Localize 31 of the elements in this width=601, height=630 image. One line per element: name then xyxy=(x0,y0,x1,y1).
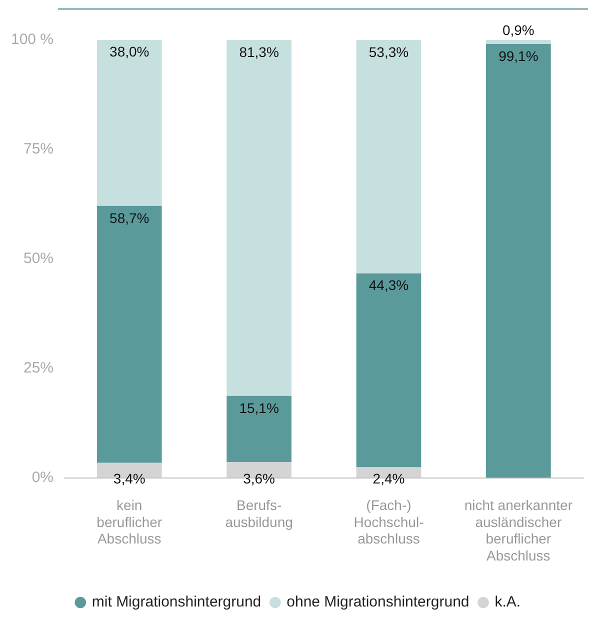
bar xyxy=(226,40,292,396)
x-tick-label: Berufs- ausbildung xyxy=(225,497,293,530)
y-tick-label: 50% xyxy=(24,250,54,268)
bar xyxy=(96,40,162,206)
x-tick-label: nicht anerkannter ausländischer beruflicher Abschluss xyxy=(464,497,573,564)
y-tick-label: 25% xyxy=(24,359,54,376)
data-label: 58,7% xyxy=(110,210,150,226)
data-label: 2,4% xyxy=(372,470,405,487)
legend-label: k.A. xyxy=(494,594,521,611)
data-label: 53,3% xyxy=(368,44,409,60)
y-tick-label: 75% xyxy=(24,140,54,158)
data-label: 15,1% xyxy=(239,400,279,416)
data-label: 3,6% xyxy=(243,470,276,487)
y-tick-label: 0% xyxy=(32,468,54,486)
bar xyxy=(96,206,162,463)
bar xyxy=(356,273,422,468)
data-label: 0,9% xyxy=(502,22,534,38)
data-label: 38,0% xyxy=(110,43,150,60)
y-tick-label: 100 % xyxy=(10,31,54,48)
x-tick-label: kein beruflicher Abschluss xyxy=(96,497,162,547)
legend-label: mit Migrationshintergrund xyxy=(92,594,262,611)
x-tick-label: (Fach-) Hochschul- abschluss xyxy=(354,497,424,547)
data-label: 44,3% xyxy=(368,277,409,294)
legend-label: ohne Migrationshintergrund xyxy=(286,594,470,611)
data-label: 3,4% xyxy=(113,470,146,487)
data-label: 81,3% xyxy=(239,44,279,60)
bar xyxy=(486,44,551,478)
data-label: 99,1% xyxy=(498,48,538,64)
bar xyxy=(356,40,422,274)
bar xyxy=(486,40,551,44)
bar xyxy=(226,396,292,462)
